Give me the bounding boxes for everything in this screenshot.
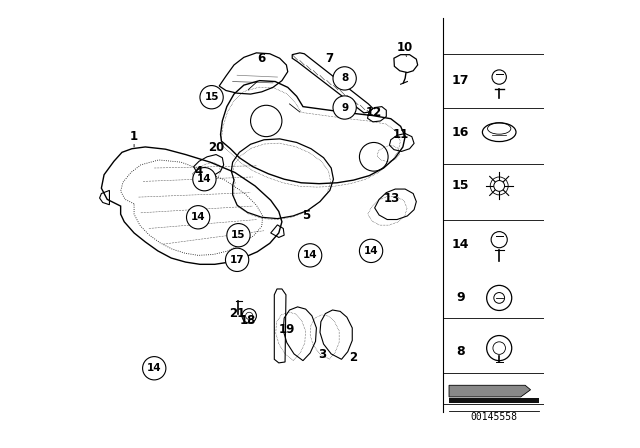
Text: 00145558: 00145558 (470, 412, 517, 422)
Text: 7: 7 (325, 52, 333, 65)
Text: 14: 14 (303, 250, 317, 260)
Text: 20: 20 (208, 141, 224, 155)
Circle shape (494, 181, 504, 191)
Text: 9: 9 (456, 291, 465, 305)
Circle shape (227, 224, 250, 247)
Text: 5: 5 (303, 209, 310, 223)
Circle shape (225, 248, 249, 271)
Text: 6: 6 (258, 52, 266, 65)
Text: 8: 8 (341, 73, 348, 83)
Text: 11: 11 (392, 128, 409, 141)
Text: 15: 15 (231, 230, 246, 240)
Text: 10: 10 (397, 41, 413, 55)
Circle shape (186, 206, 210, 229)
Polygon shape (449, 398, 539, 403)
Text: 18: 18 (240, 314, 257, 327)
Text: 4: 4 (195, 164, 203, 178)
Text: 2: 2 (349, 351, 358, 364)
Circle shape (298, 244, 322, 267)
Text: 14: 14 (364, 246, 378, 256)
Text: 8: 8 (456, 345, 465, 358)
Text: 9: 9 (341, 103, 348, 112)
Text: 14: 14 (191, 212, 205, 222)
Circle shape (193, 168, 216, 191)
Circle shape (333, 67, 356, 90)
Circle shape (143, 357, 166, 380)
Text: 1: 1 (130, 130, 138, 143)
Circle shape (360, 239, 383, 263)
Text: 13: 13 (383, 191, 400, 205)
Text: 3: 3 (318, 348, 326, 362)
Text: 14: 14 (451, 237, 469, 251)
Text: 17: 17 (451, 74, 469, 87)
Text: 21: 21 (229, 307, 245, 320)
Text: 15: 15 (204, 92, 219, 102)
Circle shape (333, 96, 356, 119)
Text: 19: 19 (278, 323, 294, 336)
Polygon shape (449, 385, 531, 397)
Circle shape (200, 86, 223, 109)
Text: 14: 14 (147, 363, 161, 373)
Text: 17: 17 (230, 255, 244, 265)
Text: 14: 14 (197, 174, 212, 184)
Text: 12: 12 (365, 105, 382, 119)
Text: 15: 15 (451, 179, 469, 193)
Text: 16: 16 (452, 125, 469, 139)
